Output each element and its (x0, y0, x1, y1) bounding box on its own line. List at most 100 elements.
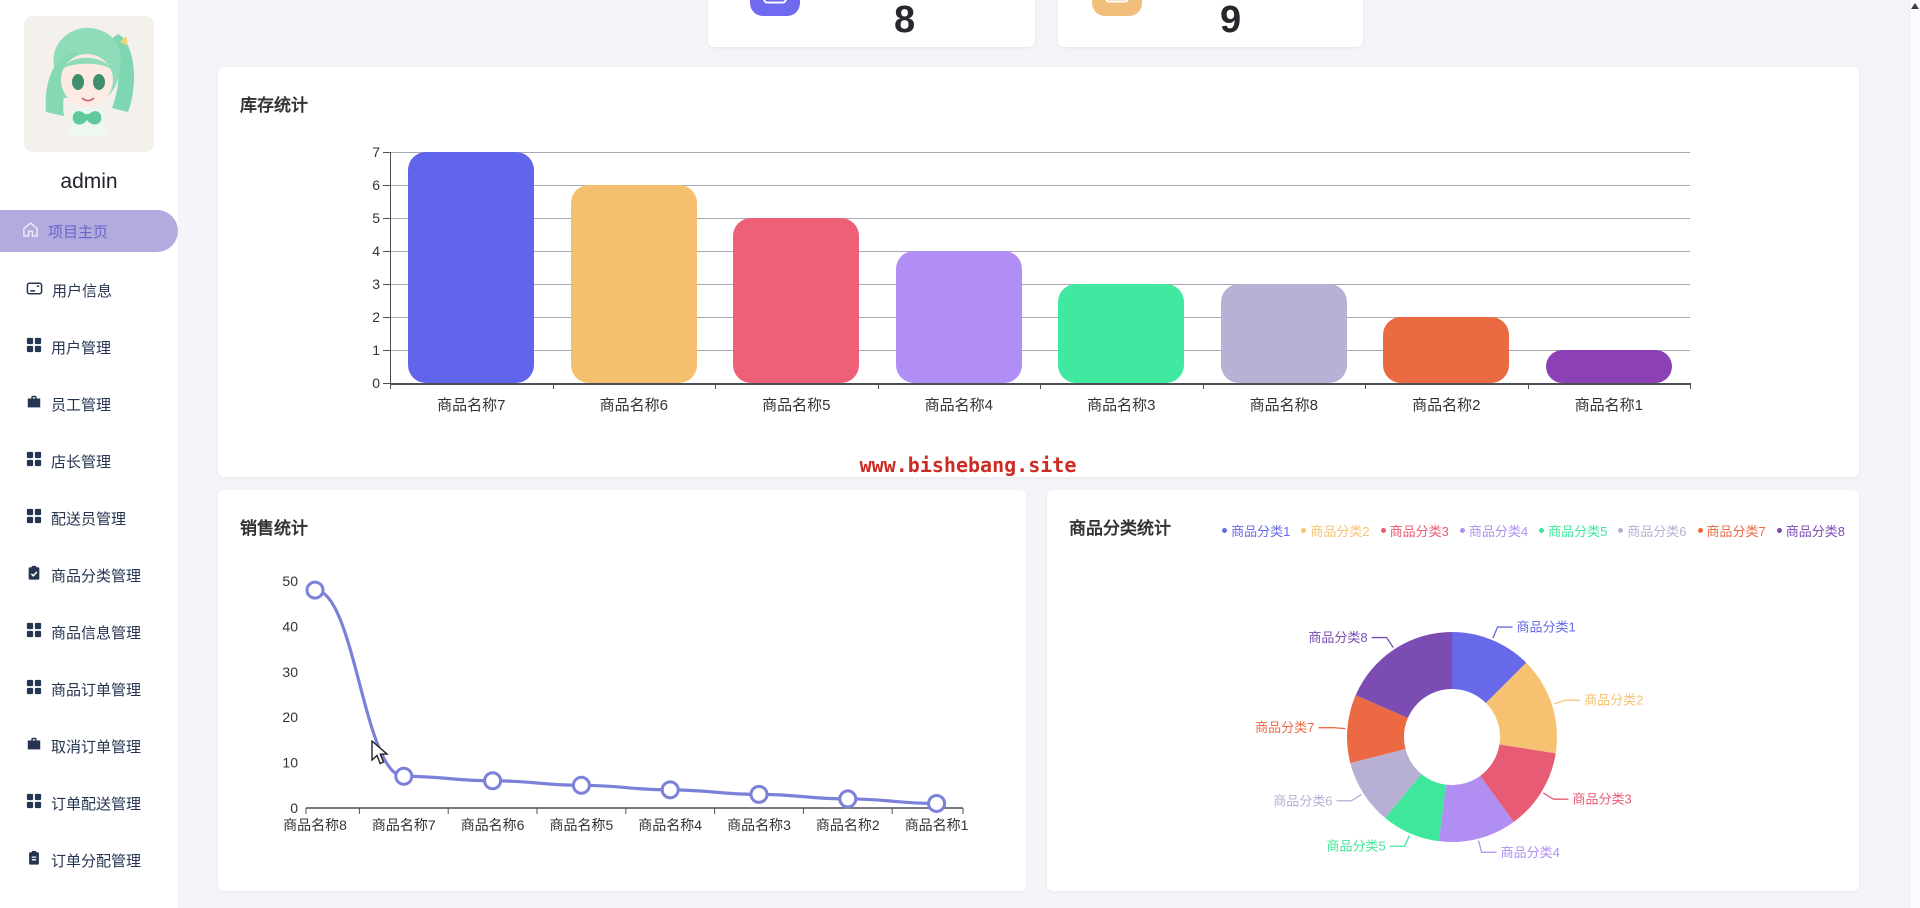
sales-chart-card: 销售统计 0 10 20 30 40 50 商品名称8 商品名称7 商品名称6 商品名称5 商品名称… (218, 490, 1026, 891)
y-axis-label: 3 (372, 276, 380, 292)
sidebar-item-order-assign-mgmt[interactable]: 订单分配管理 (0, 847, 178, 873)
legend-dot-icon (1301, 528, 1307, 533)
vertical-scrollbar[interactable] (1909, 0, 1920, 908)
sidebar-item-label: 商品订单管理 (51, 681, 142, 699)
x-axis-tick (1365, 383, 1366, 389)
sidebar-item-label: 商品信息管理 (51, 624, 142, 642)
data-point-商品名称5[interactable] (571, 775, 591, 795)
sidebar-item-cancel-order-mgmt[interactable]: 取消订单管理 (0, 733, 178, 759)
sidebar-item-user-info[interactable]: 用户信息 (0, 277, 178, 303)
x-axis-label: 商品名称7 (437, 397, 506, 414)
svg-text:商品名称6: 商品名称6 (461, 817, 525, 833)
mouse-cursor (368, 739, 390, 771)
pie-label-商品分类5: 商品分类5 (1327, 839, 1386, 854)
briefcase-icon (26, 736, 42, 756)
legend-label: 商品分类3 (1389, 524, 1449, 539)
x-axis-label: 商品名称4 (924, 397, 993, 414)
y-axis-label: 1 (372, 342, 380, 358)
pie-label-商品分类8: 商品分类8 (1308, 630, 1367, 645)
gridline (390, 185, 1690, 186)
sidebar-item-user-mgmt[interactable]: 用户管理 (0, 334, 178, 360)
sales-line-chart: 0 10 20 30 40 50 商品名称8 商品名称7 商品名称6 商品名称5 商品名称4 商品名称… (282, 573, 968, 833)
data-point-商品名称2[interactable] (838, 789, 858, 809)
pie-label-商品分类4: 商品分类4 (1501, 845, 1560, 860)
sidebar-item-label: 订单配送管理 (51, 795, 142, 813)
svg-text:50: 50 (282, 573, 298, 589)
legend-item-商品分类8[interactable]: 商品分类8 (1776, 521, 1845, 540)
legend-item-商品分类4[interactable]: 商品分类4 (1459, 521, 1528, 540)
data-point-商品名称7[interactable] (394, 766, 414, 786)
legend-item-商品分类5[interactable]: 商品分类5 (1539, 521, 1607, 540)
bar-商品名称6[interactable] (570, 185, 697, 383)
pie-slice-商品分类8[interactable] (1355, 632, 1452, 718)
avatar (24, 16, 154, 152)
sidebar-item-courier-mgmt[interactable]: 配送员管理 (0, 505, 178, 531)
data-point-商品名称8[interactable] (305, 580, 325, 600)
x-axis-label: 商品名称2 (1412, 397, 1481, 414)
x-axis-label: 商品名称3 (1087, 397, 1156, 414)
pie-slice-商品分类3[interactable] (1480, 744, 1556, 822)
pie-label-商品分类3: 商品分类3 (1572, 792, 1631, 807)
clipboard-check-icon (26, 565, 42, 585)
pie-slice-商品分类7[interactable] (1347, 695, 1408, 764)
data-point-商品名称1[interactable] (927, 793, 947, 813)
bar-商品名称2[interactable] (1383, 317, 1510, 383)
grid-icon (26, 451, 42, 471)
scroll-up-arrow-icon[interactable] (1911, 3, 1919, 9)
pie-slice-商品分类2[interactable] (1485, 662, 1557, 754)
sidebar-item-staff-mgmt[interactable]: 员工管理 (0, 391, 178, 417)
clipboard-icon (26, 850, 42, 870)
sidebar-item-label: 员工管理 (51, 396, 112, 414)
pie-label-商品分类2: 商品分类2 (1584, 693, 1643, 708)
sidebar-item-label: 配送员管理 (51, 510, 127, 528)
pie-legend: 商品分类1 商品分类2 商品分类3 商品分类4 商品分类5 商品分类6 商品分类7 商品分类8 (1222, 521, 1845, 540)
bar-商品名称7[interactable] (408, 152, 535, 383)
legend-label: 商品分类1 (1231, 524, 1291, 539)
x-axis-label: 商品名称6 (599, 397, 668, 414)
y-axis-label: 7 (372, 144, 380, 160)
bar-商品名称4[interactable] (895, 251, 1022, 383)
sidebar-item-label: 商品分类管理 (51, 567, 142, 585)
legend-item-商品分类2[interactable]: 商品分类2 (1301, 521, 1370, 540)
stat-card-accounts: 9 (1058, 0, 1363, 47)
data-point-商品名称6[interactable] (483, 771, 503, 791)
y-axis-label: 6 (372, 177, 380, 193)
legend-dot-icon (1222, 528, 1228, 533)
sidebar-item-product-info-mgmt[interactable]: 商品信息管理 (0, 619, 178, 645)
svg-text:0: 0 (290, 800, 298, 816)
bar-商品名称5[interactable] (733, 218, 860, 383)
pie-slice-商品分类5[interactable] (1385, 773, 1446, 842)
bar-商品名称1[interactable] (1545, 350, 1672, 383)
sidebar-item-label: 店长管理 (51, 453, 112, 471)
category-chart-title: 商品分类统计 (1069, 519, 1171, 538)
sidebar-item-manager-mgmt[interactable]: 店长管理 (0, 448, 178, 474)
gridline (390, 284, 1690, 285)
sidebar-item-product-category-mgmt[interactable]: 商品分类管理 (0, 562, 178, 588)
home-icon (22, 221, 39, 242)
legend-item-商品分类3[interactable]: 商品分类3 (1380, 521, 1449, 540)
sidebar-item-product-order-mgmt[interactable]: 商品订单管理 (0, 676, 178, 702)
pie-slice-商品分类6[interactable] (1350, 748, 1422, 818)
svg-text:商品名称2: 商品名称2 (816, 817, 880, 833)
gridline (390, 350, 1690, 351)
username: admin (60, 170, 118, 193)
legend-item-商品分类1[interactable]: 商品分类1 (1222, 521, 1290, 540)
pie-slice-商品分类4[interactable] (1438, 775, 1514, 842)
card-plus-minus-icon (1092, 0, 1142, 16)
sidebar-item-label: 取消订单管理 (51, 738, 142, 756)
x-axis-tick (552, 383, 554, 389)
data-point-商品名称4[interactable] (660, 780, 680, 800)
legend-item-商品分类7[interactable]: 商品分类7 (1697, 521, 1766, 540)
data-point-商品名称3[interactable] (749, 784, 769, 804)
x-axis-label: 商品名称5 (762, 397, 831, 414)
bar-商品名称3[interactable] (1058, 284, 1185, 383)
y-axis-tick (383, 383, 390, 384)
svg-text:商品名称7: 商品名称7 (372, 817, 436, 833)
sidebar-item-home[interactable]: 项目主页 (0, 210, 178, 252)
bar-商品名称8[interactable] (1220, 284, 1347, 383)
legend-item-商品分类6[interactable]: 商品分类6 (1618, 521, 1687, 540)
pie-slice-商品分类1[interactable] (1452, 632, 1527, 704)
inventory-chart-card: 库存统计 0 1 2 3 4 5 6 7 商品名称7 商品名称6 商品名称5 商品名称4 商品名称3 商品… (218, 67, 1859, 477)
sidebar-item-order-delivery-mgmt[interactable]: 订单配送管理 (0, 790, 178, 816)
svg-text:10: 10 (282, 755, 298, 771)
